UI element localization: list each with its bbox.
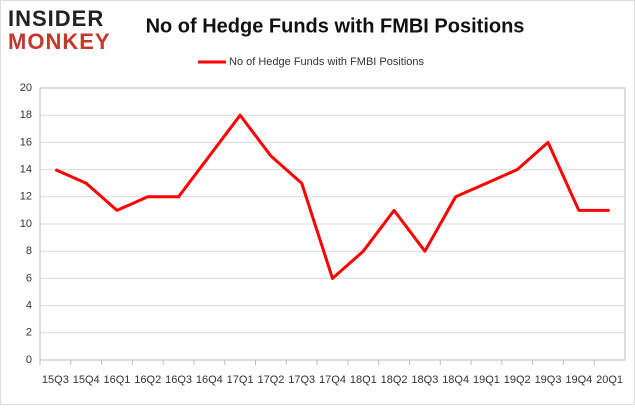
- y-tick-label: 18: [20, 109, 32, 121]
- x-tick-label: 19Q1: [473, 374, 500, 386]
- y-tick-label: 0: [26, 354, 32, 366]
- y-tick-label: 8: [26, 245, 32, 257]
- x-tick-label: 17Q3: [288, 374, 315, 386]
- x-tick-label: 20Q1: [596, 374, 623, 386]
- x-tick-label: 19Q2: [504, 374, 531, 386]
- x-tick-label: 15Q3: [42, 374, 69, 386]
- x-tick-label: 17Q1: [227, 374, 254, 386]
- x-tick-label: 17Q2: [257, 374, 284, 386]
- x-tick-label: 16Q4: [196, 374, 223, 386]
- y-tick-label: 12: [20, 191, 32, 203]
- x-tick-label: 16Q3: [165, 374, 192, 386]
- x-tick-label: 16Q2: [134, 374, 161, 386]
- logo-bottom: MONKEY: [8, 29, 111, 54]
- x-tick-label: 17Q4: [319, 374, 346, 386]
- y-tick-label: 20: [20, 82, 32, 94]
- y-tick-label: 6: [26, 272, 32, 284]
- x-tick-label: 18Q4: [442, 374, 469, 386]
- legend-label: No of Hedge Funds with FMBI Positions: [229, 56, 425, 68]
- chart-title: No of Hedge Funds with FMBI Positions: [146, 15, 525, 37]
- y-tick-label: 10: [20, 218, 32, 230]
- x-tick-label: 18Q1: [350, 374, 377, 386]
- x-tick-label: 15Q4: [73, 374, 100, 386]
- logo-top: INSIDER: [8, 6, 104, 31]
- x-tick-label: 19Q3: [535, 374, 562, 386]
- y-tick-label: 2: [26, 327, 32, 339]
- x-tick-label: 18Q2: [381, 374, 408, 386]
- x-tick-label: 18Q3: [411, 374, 438, 386]
- x-tick-label: 19Q4: [565, 374, 592, 386]
- y-tick-label: 4: [26, 300, 32, 312]
- y-tick-label: 14: [20, 164, 32, 176]
- series-line: [54, 113, 610, 280]
- y-tick-label: 16: [20, 136, 32, 148]
- x-tick-label: 16Q1: [104, 374, 131, 386]
- plot-border: [39, 87, 626, 361]
